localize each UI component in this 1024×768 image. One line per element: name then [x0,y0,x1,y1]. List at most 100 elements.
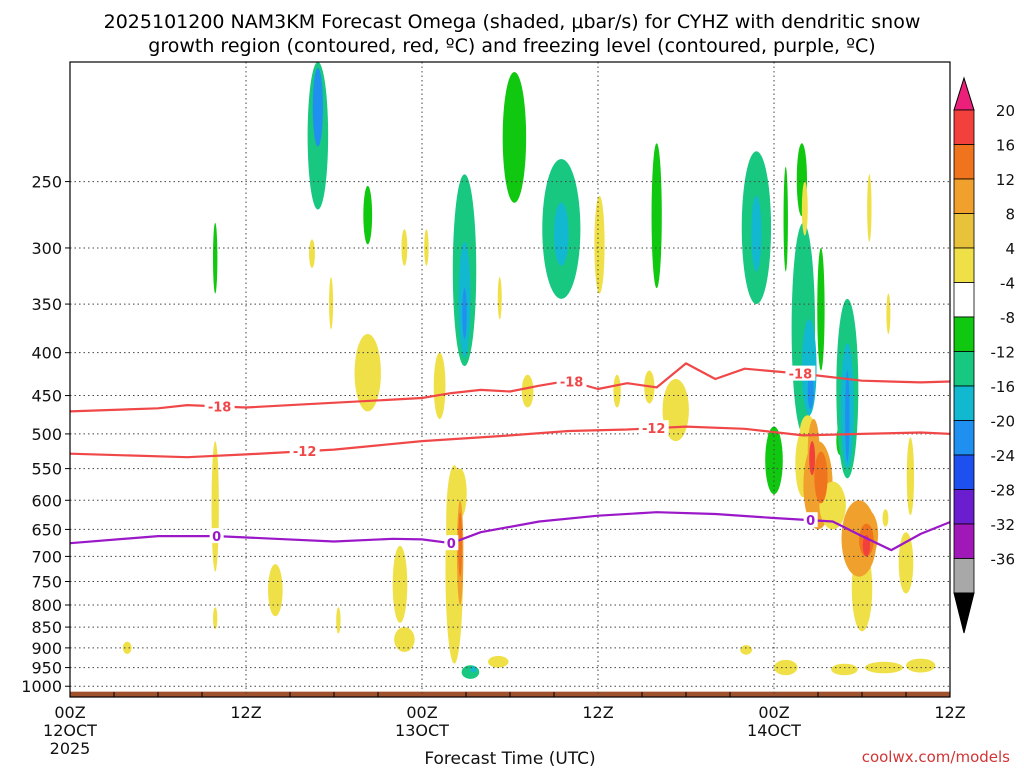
omega-cell [213,222,218,294]
omega-cell [521,374,534,408]
contour-label: -12 [642,422,666,437]
omega-cell [864,661,904,674]
omega-cell [662,379,689,442]
colorbar-swatch [953,109,975,145]
colorbar-top-arrow [953,76,975,111]
temperature-contours: -18 -18 -18 -12 -12 0 0 0 [70,362,950,552]
omega-cell [751,195,762,272]
omega-cell [211,441,219,572]
omega-cell [867,174,872,242]
colorbar-swatch [953,385,975,421]
contour-label: -18 [789,368,813,383]
omega-cell [831,663,858,676]
y-tick-label: 300 [31,239,62,258]
colorbar-swatch [953,523,975,559]
contour-label-bg [638,420,669,436]
x-tick-date: 13OCT [395,721,449,740]
colorbar-swatch [953,247,975,283]
colorbar-label: 8 [1005,206,1015,224]
colorbar-swatch [953,316,975,352]
y-tick-label: 600 [31,491,62,510]
colorbar-label: -8 [1000,309,1015,327]
colorbar-label: -24 [991,447,1016,465]
omega-shading [122,62,936,679]
omega-cell [817,247,825,371]
colorbar-label: -32 [991,516,1016,534]
colorbar-swatch [953,420,975,456]
omega-cell [122,641,132,654]
contour-label: 0 [806,514,815,529]
omega-cell [329,277,334,330]
colorbar-swatch [953,213,975,249]
colorbar-label: -12 [991,344,1016,362]
contour-line [70,511,950,552]
omega-cell [886,293,891,335]
y-tick-label: 550 [31,460,62,479]
colorbar-label: -4 [1000,275,1015,293]
omega-cell [309,239,315,269]
y-tick-label: 500 [31,425,62,444]
omega-cell [613,374,621,408]
omega-cell [594,195,605,294]
omega-cell [862,534,871,557]
y-tick-label: 850 [31,618,62,637]
colorbar-swatch [953,351,975,387]
omega-cell [462,288,467,339]
colorbar-label: 12 [996,171,1015,189]
omega-cell [783,166,788,272]
contour-label: 0 [212,530,221,545]
omega-cell [906,437,915,516]
colorbar-label: 20 [996,102,1015,120]
y-tick-label: 350 [31,295,62,314]
contour-line [70,425,950,459]
omega-cell [354,334,381,412]
omega-cell [740,645,753,655]
plot-frame [69,61,951,698]
y-tick-label: 400 [31,344,62,363]
colorbar-label: -36 [991,551,1016,569]
colorbar-swatch [953,178,975,214]
contour-label: -18 [208,400,232,415]
omega-cell [814,451,828,504]
contour-label-bg [204,398,235,414]
contour-label-bg [209,528,224,544]
y-tick-label: 750 [31,573,62,592]
x-tick-date: 12OCT [43,721,97,740]
x-tick-label: 12Z [230,703,261,722]
colorbar-label: 16 [996,137,1015,155]
colorbar-bottom-arrow [953,592,975,634]
x-tick-year: 2025 [50,739,91,758]
contour-label: -18 [560,376,584,391]
omega-cell [312,68,323,147]
omega-cell [488,655,509,668]
omega-cell [882,509,889,527]
credit-link[interactable]: coolwx.com/models [862,748,1010,766]
omega-cell [268,564,283,617]
omega-cell [453,468,467,519]
omega-cell [458,512,463,577]
y-tick-label: 1000 [21,677,62,696]
omega-cell [497,277,502,320]
colorbar-swatch [953,558,975,594]
omega-cell [845,370,850,462]
y-tick-label: 250 [31,173,62,192]
contour-label-bg [444,535,459,551]
omega-cell [898,532,914,594]
colorbar-label: -16 [991,378,1016,396]
contour-label-bg [803,512,818,528]
contour-label-bg [556,373,587,389]
y-tick-label: 800 [31,596,62,615]
omega-cell [363,185,373,245]
x-tick-label: 12Z [934,703,965,722]
omega-cell [765,426,783,495]
omega-cell [392,545,408,623]
x-axis-title: Forecast Time (UTC) [424,749,595,768]
x-tick-date: 14OCT [747,721,801,740]
contour-label: 0 [447,537,456,552]
colorbar-swatch [953,144,975,180]
omega-cell [651,143,662,289]
omega-cell [801,181,808,236]
contour-label-bg [785,365,816,381]
